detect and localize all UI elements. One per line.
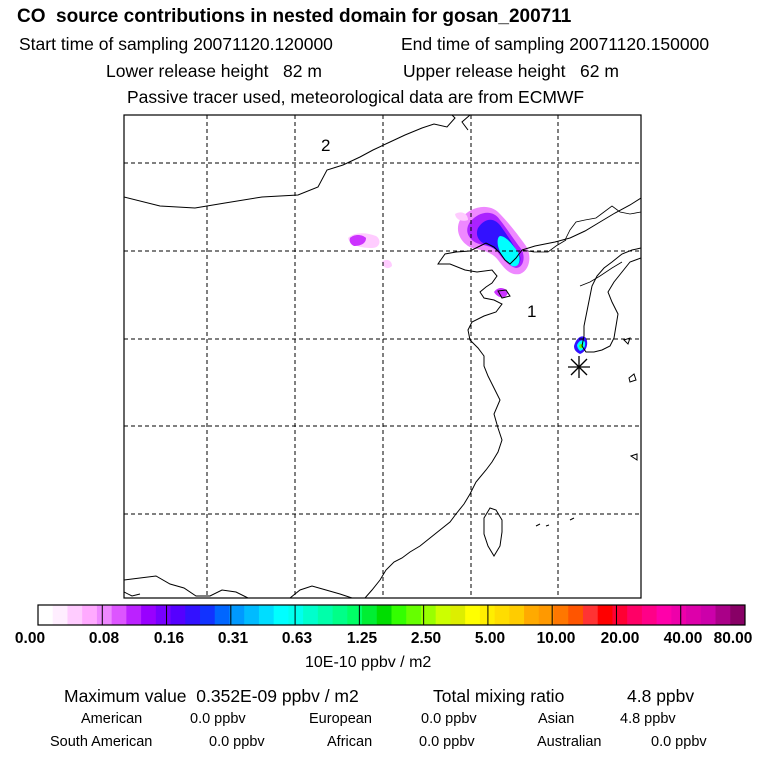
concentration-plumes <box>348 206 588 354</box>
colorbar-swatch <box>38 605 54 625</box>
colorbar-label: 0.16 <box>153 630 185 647</box>
colorbar-swatch <box>347 605 363 625</box>
colorbar-swatch <box>67 605 83 625</box>
colorbar-swatch <box>391 605 407 625</box>
colorbar-unit: 10E-10 ppbv / m2 <box>305 654 432 671</box>
region-name-south-american: South American <box>50 734 153 750</box>
colorbar-swatch <box>244 605 260 625</box>
colorbar-swatch <box>111 605 127 625</box>
maximum-value-label: Maximum value 0.352E-09 ppbv / m2 <box>64 686 359 706</box>
colorbar-label: 2.50 <box>410 630 442 647</box>
colorbar-label: 0.31 <box>217 630 249 647</box>
colorbar-swatch <box>686 605 702 625</box>
region-name-american: American <box>81 711 143 727</box>
colorbar-swatch <box>376 605 392 625</box>
region-name-asian: Asian <box>538 711 575 727</box>
colorbar <box>37 604 746 626</box>
colorbar-label: 20.00 <box>600 630 640 647</box>
colorbar-swatch <box>553 605 569 625</box>
colorbar-swatch <box>82 605 98 625</box>
receptor-marker-icon <box>568 356 590 378</box>
colorbar-swatch <box>656 605 672 625</box>
colorbar-swatch <box>582 605 599 625</box>
colorbar-swatch <box>141 605 157 625</box>
colorbar-swatch <box>435 605 451 625</box>
colorbar-swatch <box>52 605 68 625</box>
colorbar-swatch <box>524 605 540 625</box>
colorbar-swatch <box>406 605 422 625</box>
colorbar-label: 80.00 <box>713 630 753 647</box>
coastlines <box>124 115 641 598</box>
colorbar-swatch <box>671 605 687 625</box>
colorbar-swatch <box>288 605 304 625</box>
colorbar-swatch <box>303 605 319 625</box>
colorbar-swatch <box>332 605 348 625</box>
total-mixing-ratio-label: Total mixing ratio <box>433 686 565 706</box>
colorbar-swatch <box>185 605 201 625</box>
region-value-asian: 4.8 ppbv <box>620 711 676 727</box>
colorbar-frame <box>37 604 746 626</box>
colorbar-label: 40.00 <box>663 630 703 647</box>
colorbar-swatch <box>597 605 613 625</box>
colorbar-swatch <box>700 605 717 625</box>
colorbar-swatch <box>730 605 746 625</box>
colorbar-label: 0.08 <box>88 630 120 647</box>
region-value-european: 0.0 ppbv <box>421 711 477 727</box>
lower-release-height-label: Lower release height 82 m <box>106 61 322 81</box>
colorbar-swatch <box>715 605 731 625</box>
colorbar-swatch <box>641 605 658 625</box>
colorbar-swatch <box>214 605 230 625</box>
colorbar-label: 0.00 <box>14 630 46 647</box>
end-time-label: End time of sampling 20071120.150000 <box>401 34 710 54</box>
total-mixing-ratio-value: 4.8 ppbv <box>627 686 695 706</box>
region-value-african: 0.0 ppbv <box>419 734 475 750</box>
colorbar-swatch <box>420 605 437 625</box>
colorbar-swatch <box>450 605 466 625</box>
region-value-american: 0.0 ppbv <box>190 711 246 727</box>
region-name-african: African <box>327 734 373 750</box>
colorbar-swatch <box>200 605 216 625</box>
region-value-australian: 0.0 ppbv <box>651 734 707 750</box>
national-borders <box>521 205 641 287</box>
colorbar-swatch <box>317 605 334 625</box>
colorbar-swatch <box>258 605 275 625</box>
region-name-australian: Australian <box>537 734 602 750</box>
colorbar-swatch <box>509 605 525 625</box>
colorbar-swatch <box>170 605 186 625</box>
region-value-south-american: 0.0 ppbv <box>209 734 265 750</box>
colorbar-swatch <box>273 605 289 625</box>
domain-marker-1: 1 <box>527 302 536 321</box>
colorbar-swatch <box>494 605 510 625</box>
region-name-european: European <box>309 711 372 727</box>
colorbar-swatch <box>362 605 378 625</box>
colorbar-label: 5.00 <box>474 630 506 647</box>
lat-lon-grid <box>124 115 641 598</box>
colorbar-swatch <box>229 605 245 625</box>
colorbar-swatch <box>465 605 481 625</box>
colorbar-swatch <box>568 605 584 625</box>
colorbar-swatch <box>538 605 555 625</box>
colorbar-swatch <box>612 605 628 625</box>
colorbar-label: 1.25 <box>346 630 378 647</box>
tracer-note: Passive tracer used, meteorological data… <box>127 87 585 107</box>
map-frame <box>123 114 642 599</box>
start-time-label: Start time of sampling 20071120.120000 <box>19 34 333 54</box>
colorbar-swatch <box>96 605 113 625</box>
colorbar-swatch <box>155 605 172 625</box>
colorbar-label: 10.00 <box>536 630 576 647</box>
colorbar-label: 0.63 <box>281 630 313 647</box>
upper-release-height-label: Upper release height 62 m <box>403 61 619 81</box>
domain-marker-2: 2 <box>321 136 330 155</box>
colorbar-swatch <box>627 605 643 625</box>
chart-title: CO source contributions in nested domain… <box>17 6 572 27</box>
colorbar-swatch <box>126 605 142 625</box>
